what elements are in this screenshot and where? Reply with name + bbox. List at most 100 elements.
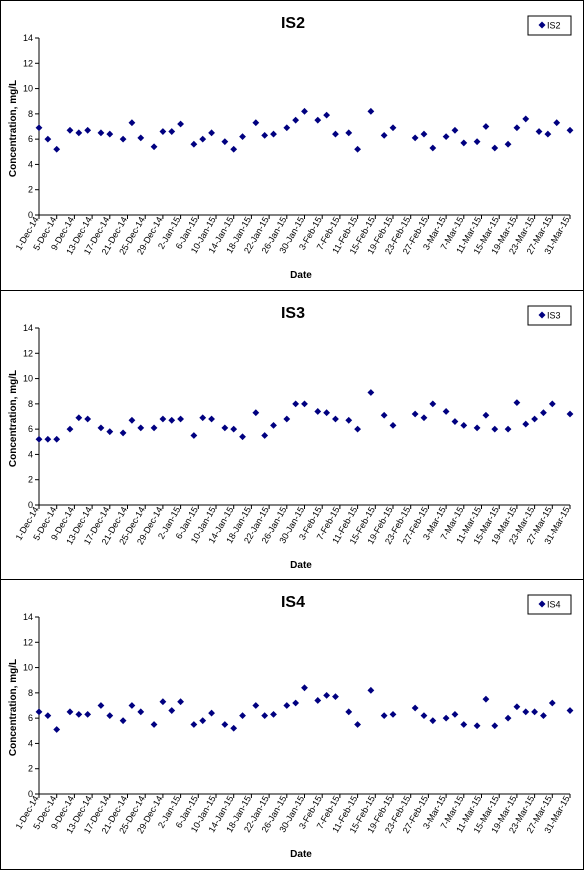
data-point (504, 140, 512, 148)
data-point (301, 684, 308, 692)
data-point (97, 129, 105, 137)
y-tick-label: 8 (28, 109, 33, 119)
data-point (35, 708, 43, 716)
x-axis-title: Date (290, 270, 312, 281)
data-point (323, 409, 331, 417)
data-point (482, 123, 490, 130)
data-point (482, 695, 490, 703)
data-point (292, 699, 300, 707)
data-point (429, 144, 437, 152)
data-point (367, 686, 375, 694)
data-point (442, 133, 450, 141)
data-point (420, 712, 428, 720)
legend-label: IS4 (547, 600, 561, 610)
y-tick-label: 4 (28, 449, 33, 459)
y-tick-label: 0 (28, 789, 33, 799)
data-point (473, 424, 481, 432)
data-point (159, 698, 167, 706)
data-point (168, 128, 176, 135)
data-point (566, 410, 574, 418)
x-axis-title: Date (290, 849, 312, 860)
y-tick-label: 10 (23, 84, 33, 94)
data-point (137, 134, 145, 142)
data-point (199, 414, 207, 422)
data-point (548, 699, 556, 707)
chart-panel-is4: IS4 0 2 4 6 8 10 12 14 1-Dec-14 5-Dec-14 9-Dec-14 13… (0, 579, 584, 870)
data-point (531, 415, 538, 423)
data-point (323, 691, 331, 699)
data-point (323, 111, 331, 119)
chart-title: IS2 (281, 15, 305, 32)
data-point (252, 702, 260, 709)
chart-panel-is2: IS2 0 2 4 6 8 10 12 14 1-Dec-14 5-Dec-14 9-Dec-14 13… (0, 0, 584, 291)
data-point (66, 126, 74, 134)
y-tick-label: 10 (23, 374, 33, 384)
chart-panel-is3: IS3 0 2 4 6 8 10 12 14 1-Dec-14 5-Dec-14 9-Dec-14 13… (0, 290, 584, 580)
y-tick-label: 10 (23, 663, 33, 673)
data-point (230, 425, 238, 433)
data-point (460, 139, 468, 147)
data-point (345, 708, 353, 716)
data-point (53, 145, 61, 153)
data-point (473, 722, 481, 730)
y-tick-label: 8 (28, 399, 33, 409)
data-point (389, 421, 397, 429)
data-point (128, 119, 136, 127)
data-point (44, 135, 52, 143)
data-point (190, 432, 198, 439)
data-point (389, 710, 397, 718)
data-point (221, 138, 229, 146)
data-point (451, 418, 459, 425)
data-point (292, 400, 300, 408)
data-point (97, 424, 105, 432)
data-point (177, 415, 184, 423)
data-point (566, 707, 574, 714)
data-point (531, 708, 538, 716)
data-point (491, 722, 499, 730)
data-point (119, 135, 127, 143)
data-point (522, 708, 530, 716)
data-point (380, 411, 388, 419)
data-point (53, 435, 61, 443)
data-point (239, 712, 246, 720)
data-point (442, 714, 450, 722)
legend: IS3 (527, 305, 572, 326)
data-point (345, 129, 353, 137)
y-tick-label: 6 (28, 134, 33, 144)
y-axis-title: Concentration, mg/L (8, 80, 19, 177)
data-point (460, 421, 468, 429)
data-point (128, 702, 136, 709)
y-tick-label: 12 (23, 348, 33, 358)
data-point (513, 124, 521, 132)
legend-marker (538, 600, 546, 608)
data-point (261, 131, 269, 139)
data-point (119, 717, 127, 725)
data-point (301, 107, 308, 115)
data-point (35, 124, 43, 132)
data-point (84, 126, 92, 134)
data-point (544, 130, 552, 138)
y-tick-label: 2 (28, 185, 33, 195)
data-point (261, 432, 269, 439)
data-point (473, 138, 481, 146)
data-point (540, 712, 547, 720)
data-point (411, 134, 419, 142)
data-point (84, 710, 92, 718)
data-point (504, 714, 512, 722)
chart-is3: IS3024681012141-Dec-145-Dec-149-Dec-1413… (8, 305, 574, 571)
data-point (535, 128, 543, 135)
data-point (208, 709, 215, 717)
legend-box (527, 594, 572, 615)
data-point (75, 414, 83, 422)
data-point (460, 721, 468, 728)
y-tick-label: 12 (23, 58, 33, 68)
data-point (106, 130, 114, 138)
data-point (230, 145, 238, 153)
data-point (566, 126, 574, 134)
data-point (150, 143, 158, 151)
data-point (119, 429, 127, 437)
data-point (429, 717, 437, 725)
chart-title: IS4 (281, 594, 305, 611)
data-point (442, 408, 450, 415)
data-point (345, 416, 353, 424)
